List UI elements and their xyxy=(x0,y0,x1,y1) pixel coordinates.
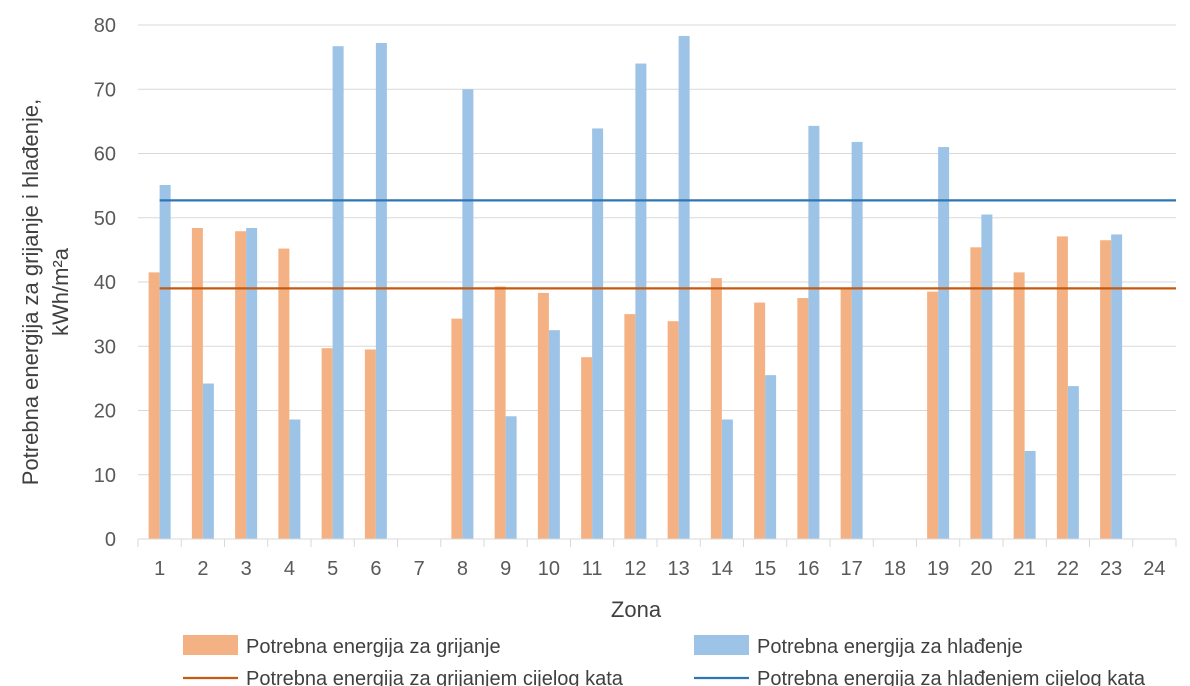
heating-bar xyxy=(321,348,333,539)
cooling-bar xyxy=(851,141,863,539)
y-tick-label: 50 xyxy=(94,208,116,230)
x-axis-title: Zona xyxy=(611,597,662,622)
x-tick-label: 8 xyxy=(457,558,468,580)
y-tick-label: 40 xyxy=(94,272,116,294)
cooling-bar xyxy=(505,416,517,539)
x-tick-label: 4 xyxy=(284,558,295,580)
x-tick-label: 2 xyxy=(197,558,208,580)
cooling-bar xyxy=(246,228,258,539)
heating-bar xyxy=(235,231,247,539)
y-tick-label: 20 xyxy=(94,401,116,423)
y-axis-ticks: 0 10 20 30 40 50 60 70 80 xyxy=(94,15,116,551)
legend-item: Potrebna energija za hlađenjem cijelog k… xyxy=(694,668,1146,686)
cooling-bar xyxy=(375,42,387,540)
heating-bar xyxy=(278,248,290,539)
x-tick-label: 1 xyxy=(154,558,165,580)
legend-label: Potrebna energija za grijanje xyxy=(246,636,501,658)
heating-bar xyxy=(710,278,722,539)
legend: Potrebna energija za grijanje Potrebna en… xyxy=(183,635,1146,686)
x-tick-label: 10 xyxy=(538,558,560,580)
cooling-bar xyxy=(592,128,604,539)
cooling-bar xyxy=(548,330,560,539)
heating-bar xyxy=(754,302,766,539)
cooling-bar xyxy=(765,375,777,539)
legend-label: Potrebna energija za hlađenjem cijelog k… xyxy=(757,668,1146,686)
heating-bar xyxy=(970,247,982,539)
x-tick-label: 21 xyxy=(1014,558,1036,580)
cooling-bar xyxy=(1024,450,1036,539)
heating-bar xyxy=(840,287,852,539)
y-tick-label: 60 xyxy=(94,144,116,166)
heating-bar xyxy=(927,291,939,539)
y-tick-label: 0 xyxy=(105,529,116,551)
y-axis-title-line1: Potrebna energija za grijanje i hlađenje… xyxy=(18,99,43,485)
x-tick-label: 12 xyxy=(624,558,646,580)
x-tick-label: 9 xyxy=(500,558,511,580)
x-tick-label: 3 xyxy=(241,558,252,580)
y-tick-label: 70 xyxy=(94,79,116,101)
x-tick-label: 16 xyxy=(797,558,819,580)
y-axis-title-line2: kWh/m²a xyxy=(48,247,73,336)
cooling-bar xyxy=(981,214,993,539)
legend-label: Potrebna energija za grijanjem cijelog k… xyxy=(246,668,624,686)
heating-bar xyxy=(364,349,376,539)
heating-bar xyxy=(1056,236,1068,539)
heating-bar xyxy=(1100,240,1112,540)
cooling-bar xyxy=(159,184,171,540)
legend-item: Potrebna energija za grijanje xyxy=(183,635,501,658)
heating-bar xyxy=(451,318,463,539)
heating-bar xyxy=(537,292,549,539)
legend-swatch xyxy=(183,635,238,655)
x-tick-label: 19 xyxy=(927,558,949,580)
x-tick-label: 14 xyxy=(711,558,733,580)
x-tick-label: 17 xyxy=(841,558,863,580)
cooling-bar xyxy=(938,147,950,539)
average-lines xyxy=(159,199,1176,290)
y-tick-label: 30 xyxy=(94,336,116,358)
x-tick-label: 22 xyxy=(1057,558,1079,580)
heating-bar xyxy=(667,321,679,539)
legend-item: Potrebna energija za hlađenje xyxy=(694,635,1023,658)
heating-bar xyxy=(624,314,636,539)
legend-label: Potrebna energija za hlađenje xyxy=(757,636,1023,658)
x-tick-label: 20 xyxy=(970,558,992,580)
x-tick-label: 15 xyxy=(754,558,776,580)
cooling-bar xyxy=(721,419,733,539)
heating-bar xyxy=(581,357,593,539)
y-axis-title: Potrebna energija za grijanje i hlađenje… xyxy=(18,99,73,485)
heating-bar xyxy=(797,298,809,539)
bars xyxy=(148,35,1123,540)
cooling-bar xyxy=(808,125,820,539)
gridlines xyxy=(138,24,1176,476)
x-axis-ticks: 1 2 3 4 5 6 7 8 9 10 11 12 13 14 15 16 17 18 19 20 21 22 23 24 xyxy=(137,539,1177,580)
x-tick-label: 5 xyxy=(327,558,338,580)
cooling-bar xyxy=(462,89,474,539)
y-tick-label: 10 xyxy=(94,465,116,487)
cooling-bar xyxy=(635,63,647,540)
x-tick-label: 6 xyxy=(370,558,381,580)
cooling-bar xyxy=(289,419,301,539)
heating-bar xyxy=(494,286,506,539)
x-tick-label: 24 xyxy=(1143,558,1165,580)
cooling-bar xyxy=(332,46,344,539)
x-tick-label: 23 xyxy=(1100,558,1122,580)
cooling-bar xyxy=(1111,234,1123,539)
legend-swatch xyxy=(694,635,749,655)
x-tick-label: 18 xyxy=(884,558,906,580)
x-tick-label: 13 xyxy=(668,558,690,580)
x-tick-label: 7 xyxy=(414,558,425,580)
heating-bar xyxy=(191,228,203,539)
y-tick-label: 80 xyxy=(94,15,116,37)
heating-bar xyxy=(148,272,160,539)
legend-item: Potrebna energija za grijanjem cijelog k… xyxy=(183,668,624,686)
cooling-bar xyxy=(202,383,214,539)
x-tick-label: 11 xyxy=(582,558,603,580)
cooling-bar xyxy=(1067,386,1079,539)
heating-bar xyxy=(1013,272,1025,539)
